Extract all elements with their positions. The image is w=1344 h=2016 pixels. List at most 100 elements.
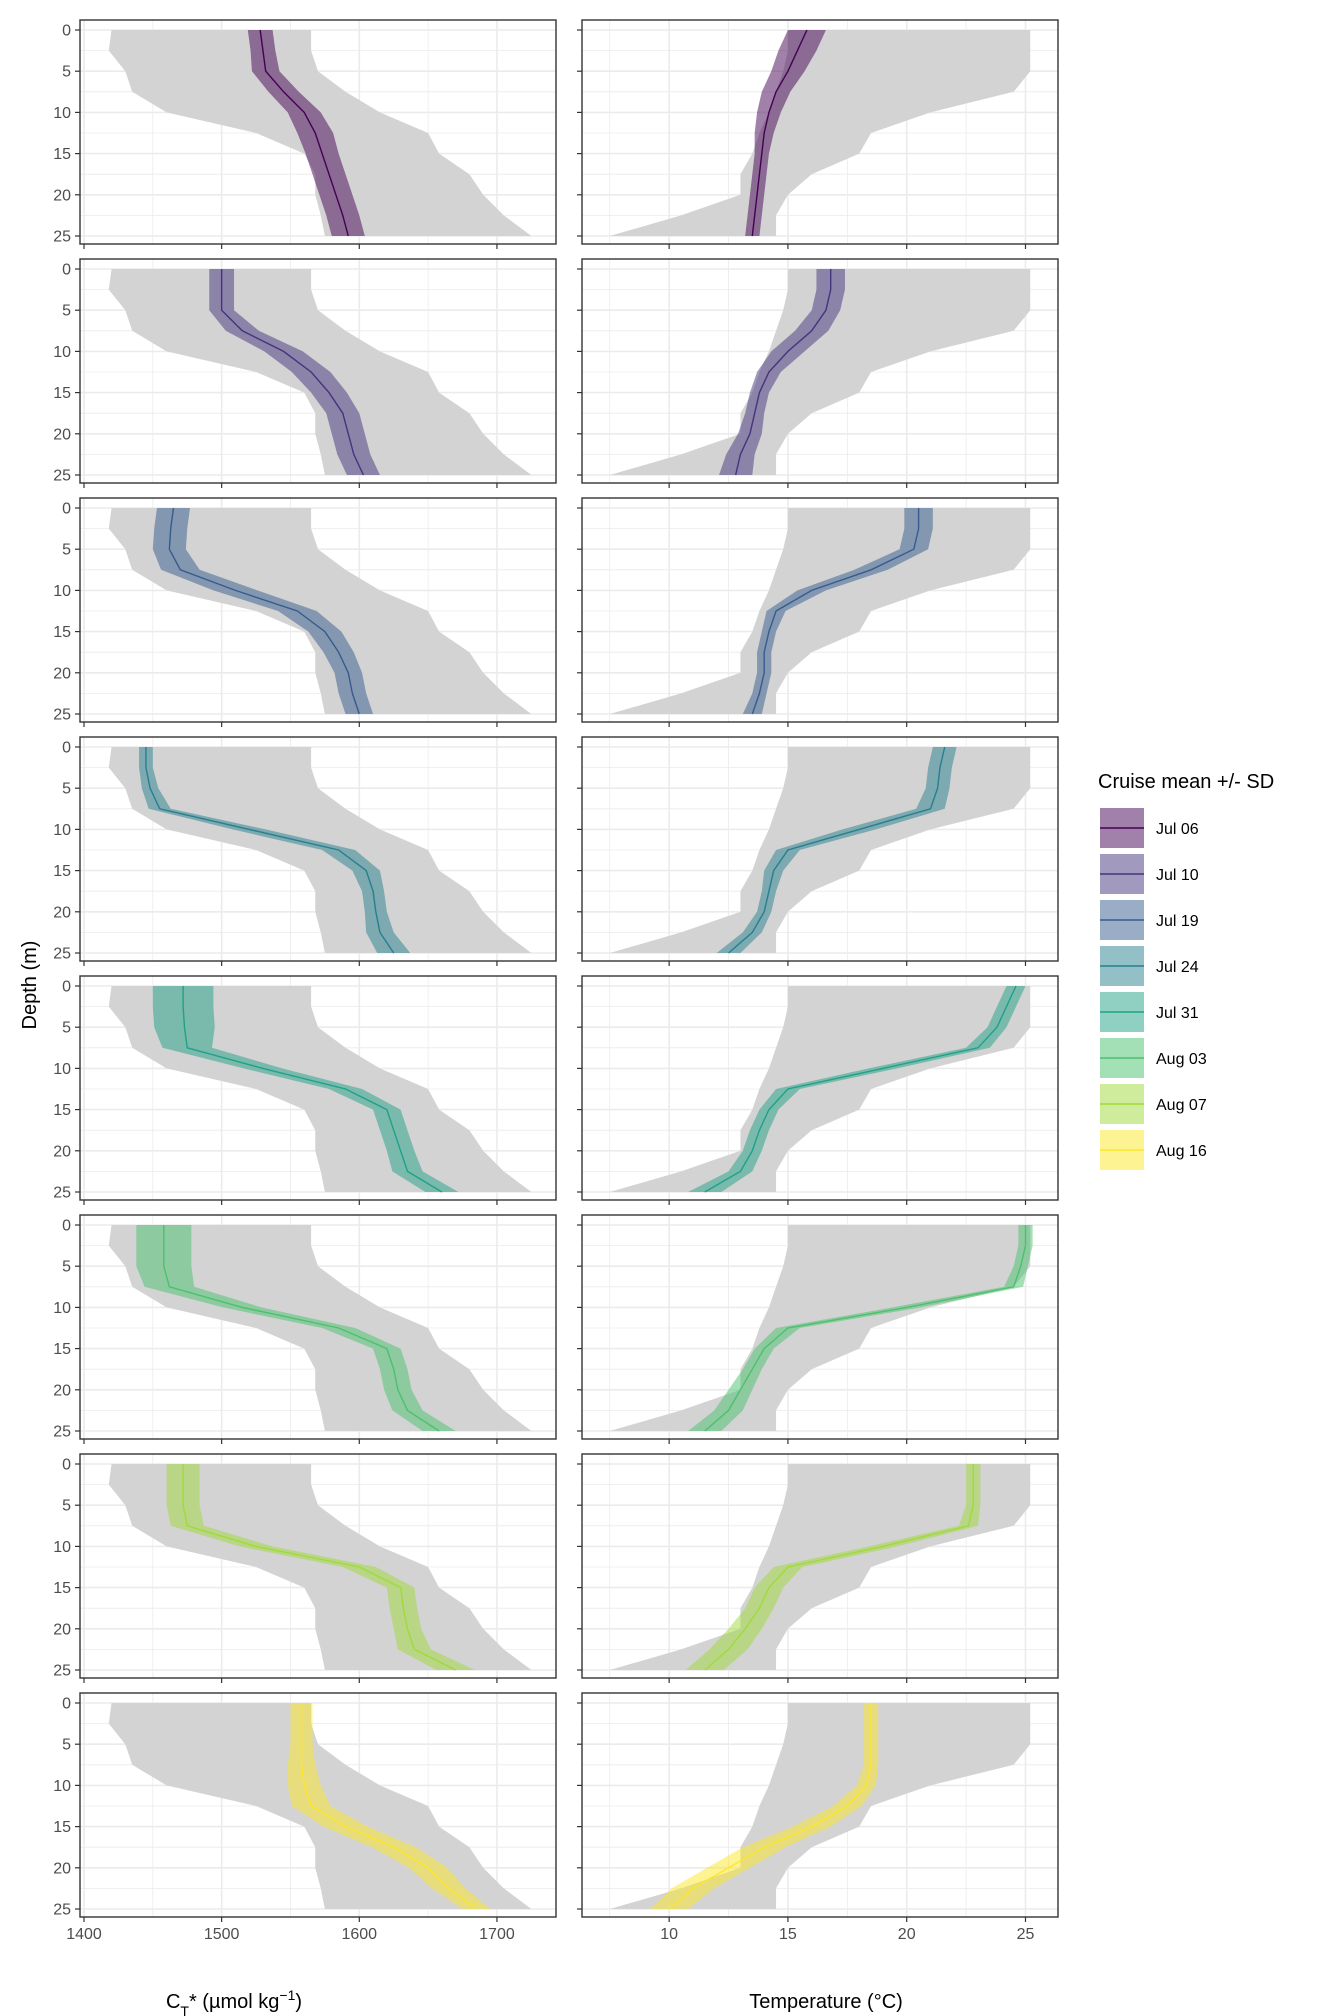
panel-border bbox=[581, 19, 1059, 245]
y-tick-label: 15 bbox=[53, 1102, 71, 1119]
panel-temp-2 bbox=[577, 497, 1059, 727]
y-tick-label: 15 bbox=[53, 1580, 71, 1597]
legend-keys: Jul 06 Jul 10 Jul 19 Jul 24 Jul 31 Aug 03 Aug … bbox=[1100, 808, 1207, 1170]
sd-ribbon bbox=[719, 269, 845, 475]
legend-item: Jul 31 bbox=[1100, 992, 1199, 1032]
legend-item: Aug 16 bbox=[1100, 1130, 1207, 1170]
y-tick-label: 5 bbox=[62, 1737, 71, 1754]
panel-row-aug-03: 0 5 10 15 20 25 bbox=[53, 1214, 1059, 1444]
y-tick-label: 20 bbox=[53, 1382, 71, 1399]
overall-range-band bbox=[609, 1464, 1031, 1670]
y-tick-label: 20 bbox=[53, 1143, 71, 1160]
y-tick-label: 15 bbox=[53, 385, 71, 402]
legend-label: Aug 07 bbox=[1156, 1097, 1207, 1114]
axis-titles: Depth (m) CT* (µmol kg−1) Temperature (°… bbox=[19, 941, 903, 2016]
overall-range-band bbox=[108, 986, 532, 1192]
y-tick-label: 10 bbox=[53, 1778, 71, 1795]
y-tick-label: 0 bbox=[62, 262, 71, 279]
panel-border bbox=[79, 975, 557, 1201]
panel-border bbox=[79, 1214, 557, 1440]
legend-label: Jul 06 bbox=[1156, 821, 1199, 838]
panel-ct-6: 0 5 10 15 20 25 bbox=[53, 1453, 557, 1683]
sd-ribbon bbox=[209, 269, 380, 475]
sd-ribbon bbox=[650, 1703, 879, 1909]
sd-ribbon bbox=[136, 1225, 456, 1431]
panel-border bbox=[581, 736, 1059, 962]
y-tick-label: 5 bbox=[62, 1020, 71, 1037]
legend-label: Aug 03 bbox=[1156, 1051, 1207, 1068]
y-tick-label: 25 bbox=[53, 1902, 71, 1919]
panel-ct-2: 0 5 10 15 20 25 bbox=[53, 497, 557, 727]
panel-temp-1 bbox=[577, 258, 1059, 488]
y-tick-label: 0 bbox=[62, 979, 71, 996]
legend-label: Jul 31 bbox=[1156, 1005, 1199, 1022]
sd-ribbon bbox=[287, 1703, 491, 1909]
mean-line bbox=[163, 1225, 440, 1432]
mean-line bbox=[182, 986, 443, 1193]
panel-row-aug-07: 0 5 10 15 20 25 bbox=[53, 1453, 1059, 1683]
y-tick-label: 0 bbox=[62, 1696, 71, 1713]
y-tick-label: 15 bbox=[53, 863, 71, 880]
panel-row-jul-24: 0 5 10 15 20 25 bbox=[53, 736, 1059, 966]
mean-line bbox=[145, 747, 395, 954]
x-tick-label: 1700 bbox=[479, 1926, 515, 1943]
panel-border bbox=[581, 497, 1059, 723]
panel-ct-0: 0 5 10 15 20 25 bbox=[53, 19, 557, 249]
mean-line bbox=[259, 29, 349, 237]
panel-ct-1: 0 5 10 15 20 25 bbox=[53, 258, 557, 488]
mean-line bbox=[182, 1464, 456, 1671]
y-tick-label: 0 bbox=[62, 23, 71, 40]
y-tick-label: 25 bbox=[53, 468, 71, 485]
panel-temp-0 bbox=[577, 19, 1059, 249]
y-tick-label: 10 bbox=[53, 1300, 71, 1317]
legend-item: Jul 24 bbox=[1100, 946, 1199, 986]
y-tick-label: 10 bbox=[53, 344, 71, 361]
overall-range-band bbox=[108, 1225, 532, 1431]
panel-border bbox=[79, 1453, 557, 1679]
mean-line bbox=[220, 269, 365, 476]
y-tick-label: 0 bbox=[62, 1457, 71, 1474]
panel-row-jul-19: 0 5 10 15 20 25 bbox=[53, 497, 1059, 727]
legend-item: Aug 07 bbox=[1100, 1084, 1207, 1124]
mean-line bbox=[728, 746, 946, 954]
y-tick-label: 15 bbox=[53, 1341, 71, 1358]
sd-ribbon bbox=[742, 508, 933, 714]
panel-temp-5 bbox=[577, 1214, 1059, 1444]
y-tick-label: 5 bbox=[62, 1498, 71, 1515]
sd-ribbon bbox=[166, 1464, 475, 1670]
y-tick-label: 0 bbox=[62, 1218, 71, 1235]
panel-temp-4 bbox=[577, 975, 1059, 1205]
y-tick-label: 10 bbox=[53, 583, 71, 600]
y-tick-label: 5 bbox=[62, 64, 71, 81]
legend-item: Jul 06 bbox=[1100, 808, 1199, 848]
legend-title: Cruise mean +/- SD bbox=[1098, 771, 1274, 793]
panel-border bbox=[581, 975, 1059, 1201]
x-tick-label: 1600 bbox=[341, 1926, 377, 1943]
panels: 0 5 10 15 20 25 0 5 10 15 20 25 0 5 10 15 20 25 0 5 10 15 20 25… bbox=[53, 19, 1059, 1943]
x-tick-label: 10 bbox=[660, 1926, 678, 1943]
y-axis-title: Depth (m) bbox=[19, 941, 41, 1030]
panel-row-aug-16: 0 5 10 15 20 25 1400 1500 1600 1700 10 15 20 25 bbox=[53, 1692, 1059, 1943]
mean-line bbox=[751, 29, 808, 237]
panel-border bbox=[79, 258, 557, 484]
y-tick-label: 10 bbox=[53, 1061, 71, 1078]
y-tick-label: 15 bbox=[53, 624, 71, 641]
mean-line bbox=[668, 1703, 872, 1910]
panel-ct-5: 0 5 10 15 20 25 bbox=[53, 1214, 557, 1444]
y-tick-label: 20 bbox=[53, 187, 71, 204]
overall-range-band bbox=[609, 1703, 1031, 1909]
overall-range-band bbox=[609, 508, 1031, 714]
overall-range-band bbox=[609, 1225, 1031, 1431]
overall-range-band bbox=[609, 986, 1031, 1192]
y-tick-label: 0 bbox=[62, 740, 71, 757]
panel-ct-4: 0 5 10 15 20 25 bbox=[53, 975, 557, 1205]
legend-item: Aug 03 bbox=[1100, 1038, 1207, 1078]
mean-line bbox=[734, 269, 832, 476]
mean-line bbox=[704, 1225, 1027, 1432]
panel-border bbox=[79, 497, 557, 723]
mean-line bbox=[704, 1464, 974, 1671]
overall-range-band bbox=[108, 747, 532, 953]
y-tick-label: 20 bbox=[53, 665, 71, 682]
y-tick-label: 15 bbox=[53, 146, 71, 163]
